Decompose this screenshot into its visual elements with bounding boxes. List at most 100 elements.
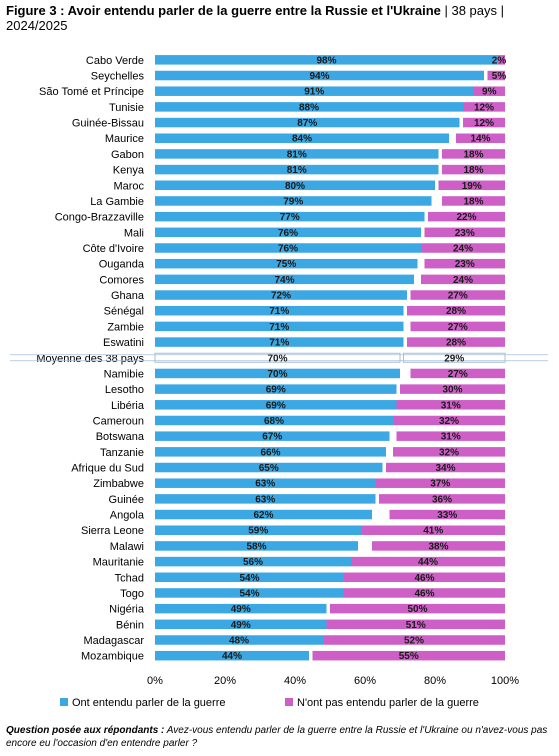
bar-not-heard: [379, 494, 505, 504]
bar-heard: [155, 70, 484, 81]
bar-heard: [155, 572, 344, 583]
data-label-heard: 68%: [264, 416, 284, 427]
data-label-heard: 58%: [246, 541, 266, 552]
category-label: Bénin: [116, 619, 144, 631]
data-label-not-heard: 51%: [406, 620, 426, 631]
bar-not-heard: [410, 368, 505, 379]
data-label-not-heard: 41%: [423, 526, 443, 537]
data-label-heard: 48%: [229, 636, 249, 647]
bar-not-heard: [396, 431, 505, 441]
data-label-not-heard: 27%: [448, 369, 468, 380]
footnote-label: Question posée aux répondants :: [6, 725, 165, 736]
category-label: Lesotho: [105, 384, 144, 396]
category-label: Zambie: [107, 321, 144, 333]
data-label-heard: 74%: [274, 275, 294, 286]
x-tick-label: 40%: [284, 675, 306, 687]
data-label-heard: 69%: [266, 400, 286, 411]
category-label: Ouganda: [99, 259, 145, 271]
category-label: Tchad: [115, 572, 144, 584]
category-label: Cameroun: [93, 415, 144, 427]
bar-heard: [155, 117, 460, 128]
bar-heard: [155, 321, 404, 332]
data-label-not-heard: 46%: [414, 588, 434, 599]
bar-heard: [155, 431, 390, 441]
bar-heard: [155, 55, 498, 65]
bar-not-heard: [393, 447, 505, 457]
bar-not-heard: [487, 70, 505, 81]
bar-not-heard: [410, 290, 505, 300]
bar-not-heard: [372, 541, 505, 551]
data-label-not-heard: 52%: [404, 636, 424, 647]
data-label-not-heard: 29%: [444, 353, 464, 364]
category-label: Guinée: [109, 494, 144, 506]
bar-heard: [155, 650, 309, 661]
bar-not-heard: [344, 572, 505, 583]
bar-not-heard-average: [403, 352, 506, 363]
data-label-not-heard: 22%: [456, 212, 476, 223]
category-label: Nigéria: [109, 604, 145, 616]
bar-not-heard: [407, 337, 505, 347]
legend-label-not-heard: N'ont pas entendu parler de la guerre: [297, 697, 479, 709]
category-label: Zimbabwe: [93, 478, 144, 490]
bar-heard: [155, 368, 400, 379]
bar-heard: [155, 478, 376, 488]
data-label-not-heard: 46%: [414, 573, 434, 584]
bar-not-heard: [323, 635, 505, 645]
bar-not-heard: [389, 509, 505, 520]
bar-not-heard: [498, 55, 505, 65]
data-label-not-heard: 32%: [439, 416, 459, 427]
data-label-heard: 63%: [255, 479, 275, 490]
bar-not-heard: [312, 650, 505, 661]
bar-heard: [155, 415, 393, 426]
data-label-not-heard: 18%: [463, 165, 483, 176]
data-label-not-heard: 5%: [492, 71, 507, 82]
data-label-heard: 94%: [309, 71, 329, 82]
bar-heard: [155, 149, 439, 159]
data-label-not-heard: 24%: [453, 275, 473, 286]
category-label: Cabo Verde: [86, 55, 144, 67]
bar-not-heard: [326, 619, 505, 630]
data-label-not-heard: 12%: [474, 102, 494, 113]
data-label-heard: 76%: [278, 244, 298, 255]
category-label: Libéria: [111, 400, 145, 412]
data-label-heard: 69%: [266, 385, 286, 396]
bar-not-heard: [407, 305, 505, 316]
bar-not-heard: [396, 400, 505, 410]
data-label-heard: 79%: [283, 196, 303, 207]
category-label: Eswatini: [103, 337, 144, 349]
data-label-heard: 81%: [287, 149, 307, 160]
data-label-heard: 44%: [222, 651, 242, 662]
stacked-bar-chart: Cabo Verde 98% 2% Seychelles 94% 5% São Tomé e…: [10, 55, 548, 709]
data-label-not-heard: 28%: [446, 306, 466, 317]
data-label-heard: 66%: [260, 447, 280, 458]
title-subtitle-period: 2024/2025: [6, 18, 68, 33]
data-label-heard: 59%: [248, 526, 268, 537]
data-label-heard: 77%: [280, 212, 300, 223]
data-label-not-heard: 30%: [442, 385, 462, 396]
data-label-heard: 62%: [253, 510, 273, 521]
footnote: Question posée aux répondants : Avez-vou…: [6, 724, 551, 750]
category-label: Madagascar: [83, 635, 144, 647]
category-label: Namibie: [104, 368, 144, 380]
bar-not-heard: [351, 556, 505, 567]
bar-heard: [155, 588, 344, 598]
bar-heard: [155, 384, 397, 394]
x-tick-label: 80%: [424, 675, 446, 687]
data-label-heard: 65%: [259, 463, 279, 474]
bar-not-heard: [410, 321, 505, 332]
data-label-heard: 56%: [243, 557, 263, 568]
data-label-heard: 70%: [267, 369, 287, 380]
category-label: Congo-Brazzaville: [55, 212, 144, 224]
bar-not-heard: [442, 164, 505, 175]
data-label-not-heard: 23%: [455, 228, 475, 239]
bar-heard: [155, 290, 407, 300]
bar-not-heard: [424, 258, 505, 269]
legend-label-heard: Ont entendu parler de la guerre: [72, 697, 226, 709]
bar-not-heard: [463, 117, 505, 128]
bar-heard: [155, 258, 418, 269]
category-label: Togo: [120, 588, 144, 600]
category-label: Mozambique: [81, 651, 144, 663]
data-label-not-heard: 33%: [437, 510, 457, 521]
data-label-heard: 49%: [231, 620, 251, 631]
bar-not-heard: [438, 180, 505, 191]
